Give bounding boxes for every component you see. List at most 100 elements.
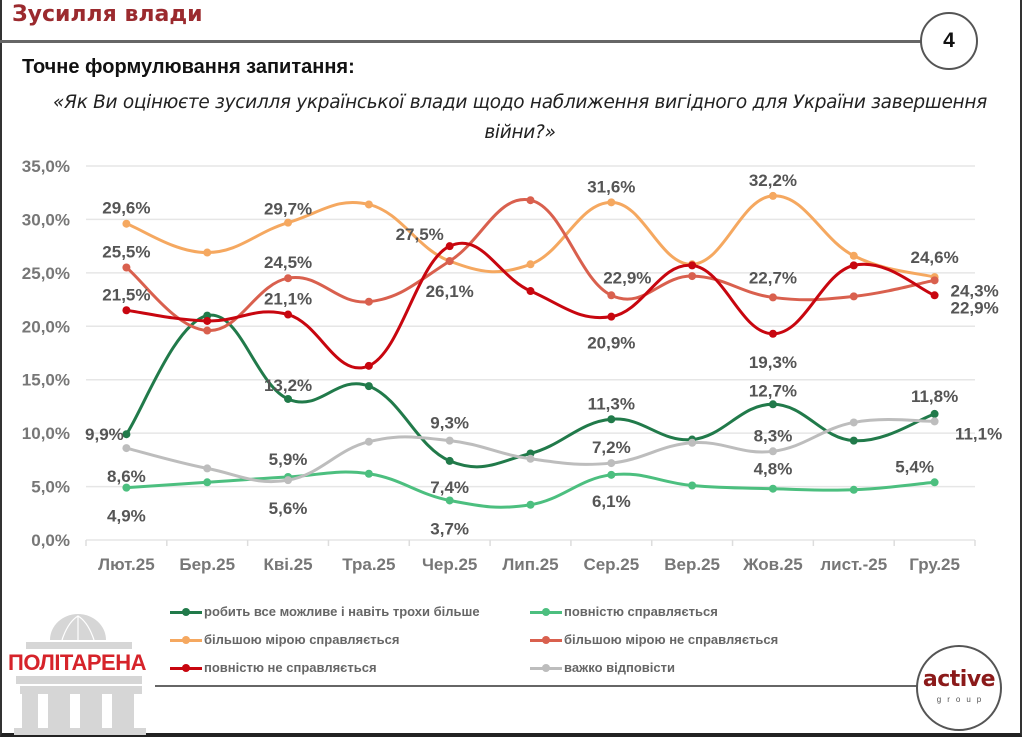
data-point [930, 417, 939, 426]
legend-swatch-icon [530, 635, 562, 645]
data-label: 24,6% [910, 248, 958, 267]
data-point [607, 198, 616, 207]
data-point [607, 470, 616, 479]
data-point [122, 444, 131, 453]
data-point [930, 478, 939, 487]
data-point [203, 248, 212, 257]
data-label: 21,5% [102, 285, 150, 304]
data-point [284, 476, 293, 485]
data-label: 11,3% [588, 394, 635, 413]
data-point [768, 293, 777, 302]
politarena-logo-text: ПОЛІТАРЕНА [8, 650, 147, 675]
data-label: 8,3% [754, 426, 793, 445]
y-tick-label: 20,0% [22, 317, 70, 336]
data-label: 11,8% [911, 387, 958, 406]
data-label: 4,9% [107, 507, 146, 526]
y-tick-label: 10,0% [22, 424, 70, 443]
data-point [203, 464, 212, 473]
y-tick-label: 0,0% [31, 531, 70, 550]
data-point [284, 218, 293, 227]
active-group-logo: active group [916, 645, 1002, 731]
data-point [364, 200, 373, 209]
data-point [203, 478, 212, 487]
y-tick-label: 30,0% [22, 210, 70, 229]
data-point [849, 251, 858, 260]
data-point [526, 260, 535, 269]
legend-label: більшою мірою не справляється [564, 632, 779, 647]
legend-swatch-icon [170, 663, 202, 673]
legend-item: повністю справляється [530, 604, 718, 619]
data-point [688, 261, 697, 270]
x-tick-label: лист.-25 [820, 555, 887, 574]
data-point [849, 261, 858, 270]
data-point [849, 418, 858, 427]
question-text: «Як Ви оцінюєте зусилля української влад… [53, 92, 987, 143]
data-label: 22,9% [603, 268, 651, 287]
x-tick-label: Лют.25 [98, 555, 155, 574]
x-tick-label: Кві.25 [263, 555, 312, 574]
legend-label: більшою мірою справляється [204, 632, 400, 647]
legend-item: важко відповісти [530, 660, 675, 675]
data-label: 22,9% [950, 298, 998, 317]
data-point [445, 257, 454, 266]
data-label: 32,2% [749, 171, 797, 190]
data-point [364, 297, 373, 306]
legend-label: повністю справляється [564, 604, 718, 619]
legend-item: більшою мірою не справляється [530, 632, 778, 647]
x-tick-label: Лип.25 [502, 555, 558, 574]
question-heading: Точне формулювання запитання: [22, 56, 355, 78]
data-label: 22,7% [749, 268, 797, 287]
data-label: 12,7% [749, 381, 797, 400]
data-point [445, 242, 454, 251]
line-chart: 0,0% 5,0% 10,0% 15,0% 20,0% 25,0% 30,0% 35,0% Лю… [22, 157, 1002, 574]
x-tick-label: Жов.25 [742, 555, 803, 574]
data-label: 20,9% [587, 334, 635, 353]
x-tick-label: Сер.25 [583, 555, 639, 574]
header-divider [0, 40, 925, 43]
data-point [364, 361, 373, 370]
data-point [930, 291, 939, 300]
legend-label: робить все можливе і навіть трохи більше [204, 604, 480, 619]
data-point [768, 191, 777, 200]
legend-swatch-icon [170, 635, 202, 645]
data-point [526, 500, 535, 509]
data-label: 6,1% [592, 492, 631, 511]
data-point [364, 469, 373, 478]
data-label: 9,3% [430, 414, 469, 433]
y-tick-label: 25,0% [22, 264, 70, 283]
page-number: 4 [943, 29, 955, 52]
data-point [364, 437, 373, 446]
data-label: 7,4% [430, 478, 469, 497]
x-tick-label: Бер.25 [179, 555, 235, 574]
data-point [122, 219, 131, 228]
data-point [445, 496, 454, 505]
data-point [284, 310, 293, 319]
legend-swatch-icon [170, 607, 202, 617]
data-point [849, 485, 858, 494]
data-label: 24,3% [950, 281, 998, 300]
active-group-logo-main: active [922, 667, 996, 692]
politarena-logo: ПОЛІТАРЕНА [6, 610, 156, 736]
data-label: 24,5% [264, 253, 312, 272]
data-label: 5,4% [895, 457, 934, 476]
legend-label: повністю не справляється [204, 660, 377, 675]
legend-swatch-icon [530, 607, 562, 617]
page-number-badge: 4 [920, 12, 978, 70]
slide-title: Зусилля влади [12, 2, 203, 27]
data-point [607, 291, 616, 300]
legend-item: робить все можливе і навіть трохи більше [170, 604, 480, 619]
data-point [364, 382, 373, 391]
data-label: 21,1% [264, 290, 312, 309]
legend-item: більшою мірою справляється [170, 632, 399, 647]
data-point [768, 447, 777, 456]
y-tick-label: 5,0% [31, 478, 70, 497]
legend-label: важко відповісти [564, 660, 675, 675]
data-point [607, 415, 616, 424]
data-point [526, 454, 535, 463]
data-label: 26,1% [426, 282, 474, 301]
data-point [526, 287, 535, 296]
data-point [768, 484, 777, 493]
data-point [688, 272, 697, 281]
data-point [284, 394, 293, 403]
